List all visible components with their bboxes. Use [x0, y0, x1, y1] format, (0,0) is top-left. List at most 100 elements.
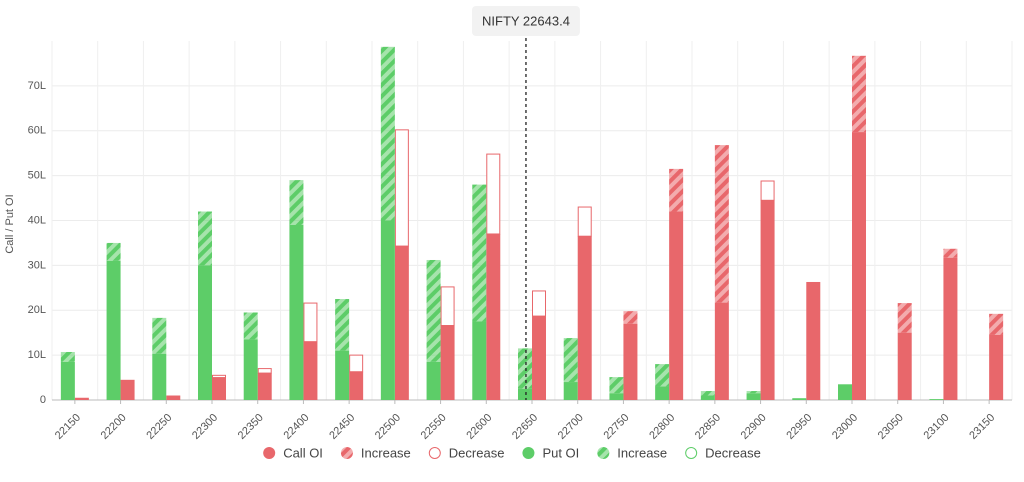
bar-outline — [486, 153, 501, 235]
legend-symbol — [685, 447, 698, 459]
y-tick-label: 50L — [28, 170, 46, 182]
bar-hatched — [106, 242, 121, 261]
x-tick-label: 22150 — [53, 412, 83, 442]
bar-hatched — [609, 377, 624, 394]
bar-solid — [152, 353, 167, 400]
bar-solid — [303, 341, 318, 400]
legend-item: Call OI — [263, 445, 323, 460]
x-tick-label: 22250 — [144, 412, 174, 442]
bar-hatched — [380, 46, 395, 221]
x-tick-label: 22650 — [510, 412, 540, 442]
bar-solid — [852, 132, 866, 400]
legend-item: Put OI — [522, 445, 579, 460]
bar-solid — [198, 265, 212, 400]
x-tick-label: 22900 — [739, 412, 769, 442]
bar-solid — [655, 386, 670, 400]
y-tick-label: 30L — [28, 259, 46, 271]
bar-solid — [426, 361, 441, 400]
x-tick-label: 22350 — [236, 412, 266, 442]
x-tick-label: 22750 — [601, 412, 631, 442]
bar-hatched — [563, 338, 578, 383]
bar-outline — [440, 286, 455, 327]
bar-solid — [577, 236, 592, 400]
bar-hatched — [746, 391, 761, 394]
bar-solid — [563, 382, 578, 400]
bar-solid — [929, 399, 944, 400]
bar-solid — [838, 384, 852, 400]
bar-solid — [897, 332, 912, 400]
y-tick-label: 20L — [28, 304, 46, 316]
bar-solid — [714, 302, 729, 400]
bar-outline — [577, 206, 592, 237]
bar-hatched — [655, 364, 670, 387]
x-tick-label: 22950 — [784, 412, 814, 442]
x-tick-label: 23150 — [967, 412, 997, 442]
bar-solid — [394, 246, 409, 400]
bar-hatched — [897, 303, 912, 333]
bar-solid — [106, 260, 121, 400]
legend-symbol — [263, 447, 276, 459]
bar-solid — [440, 325, 455, 400]
bar-hatched — [852, 55, 866, 133]
bar-hatched — [198, 211, 212, 266]
bar-outline — [303, 302, 318, 343]
bar-solid — [792, 398, 807, 400]
y-tick-label: 10L — [28, 349, 46, 361]
bar-hatched — [60, 351, 75, 362]
legend-label: Call OI — [283, 445, 323, 460]
bar-outline — [532, 290, 546, 317]
bar-solid — [120, 379, 135, 400]
bar-solid — [60, 361, 75, 400]
legend-symbol — [522, 447, 535, 459]
y-tick-label: 40L — [28, 214, 46, 226]
x-tick-label: 23050 — [876, 412, 906, 442]
x-tick-label: 23000 — [830, 412, 860, 442]
bar-solid — [335, 350, 350, 400]
bar-outline — [394, 129, 409, 247]
bar-solid — [74, 397, 89, 400]
bar-hatched — [426, 259, 441, 362]
bar-solid — [700, 395, 715, 400]
bar-solid — [472, 321, 487, 400]
spot-label: NIFTY 22643.4 — [482, 13, 570, 28]
bar-hatched — [700, 391, 715, 396]
bar-solid — [760, 200, 775, 400]
spot-box — [472, 6, 580, 36]
x-tick-label: 22800 — [647, 412, 677, 442]
y-tick-label: 70L — [28, 80, 46, 92]
legend-symbol — [428, 447, 441, 459]
legend-item: Increase — [340, 445, 411, 460]
x-tick-label: 22200 — [99, 412, 129, 442]
bar-hatched — [335, 299, 350, 351]
bar-solid — [518, 388, 532, 400]
bar-hatched — [943, 248, 958, 258]
y-axis-label: Call / Put OI — [4, 194, 16, 253]
legend-symbol — [597, 447, 610, 459]
bar-hatched — [989, 313, 1004, 335]
bar-hatched — [518, 348, 532, 389]
bar-outline — [349, 354, 364, 373]
x-tick-label: 22550 — [419, 412, 449, 442]
legend-label: Put OI — [542, 445, 579, 460]
bar-solid — [212, 377, 226, 400]
x-tick-label: 22500 — [373, 412, 403, 442]
bar-solid — [806, 281, 821, 400]
bar-hatched — [289, 180, 304, 225]
bar-solid — [669, 211, 684, 400]
bar-hatched — [714, 145, 729, 303]
bar-solid — [380, 220, 395, 400]
bar-hatched — [669, 168, 684, 212]
bar-solid — [943, 257, 958, 400]
bar-hatched — [623, 311, 638, 324]
bar-hatched — [472, 184, 487, 322]
bar-solid — [166, 395, 181, 400]
x-tick-label: 22600 — [464, 412, 494, 442]
legend-item: Decrease — [685, 445, 761, 460]
legend-label: Increase — [361, 445, 411, 460]
x-tick-label: 22300 — [190, 412, 220, 442]
legend-item: Increase — [597, 445, 667, 460]
bar-solid — [289, 224, 304, 400]
bar-solid — [349, 371, 364, 400]
x-tick-label: 22700 — [556, 412, 586, 442]
